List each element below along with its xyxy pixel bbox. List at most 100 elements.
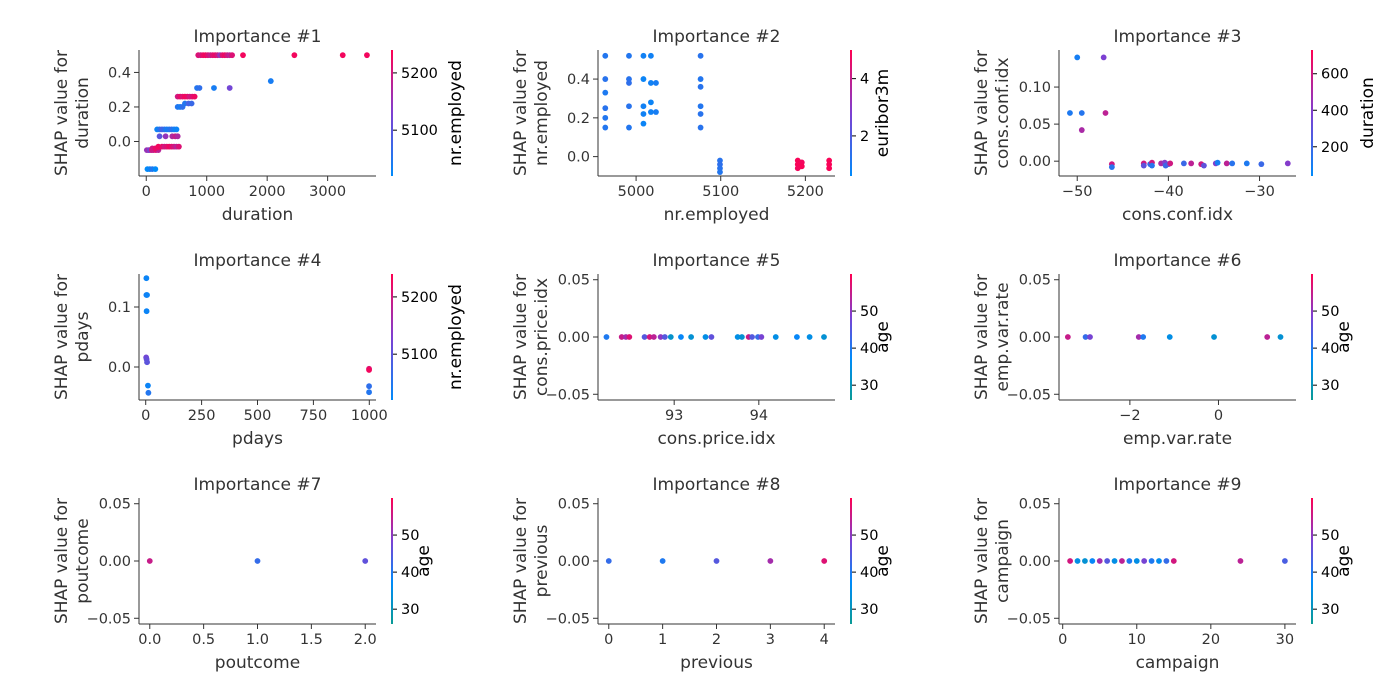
colorbar-label: age — [1334, 321, 1354, 353]
scatter-point — [226, 85, 233, 91]
y-tick-label: 0.05 — [99, 497, 131, 513]
colorbar — [850, 498, 852, 624]
x-tick-label: 1 — [658, 632, 667, 648]
scatter-point — [626, 52, 632, 59]
scatter-point — [772, 334, 779, 340]
scatter-point — [188, 100, 195, 107]
scatter-points — [605, 558, 828, 564]
scatter-point — [806, 334, 813, 340]
scatter-point — [1111, 558, 1118, 564]
scatter-point — [1163, 558, 1170, 564]
scatter-point — [1078, 127, 1085, 133]
y-tick-label: 0.2 — [567, 111, 590, 127]
scatter-point — [648, 99, 654, 106]
scatter-point — [697, 103, 704, 110]
x-tick-label: 2000 — [249, 184, 286, 200]
scatter-point — [826, 165, 833, 172]
colorbar-label: duration — [1358, 77, 1378, 149]
y-tick-label: 0.2 — [108, 100, 131, 116]
x-tick-label: 4 — [820, 632, 829, 648]
y-tick-label: 0.4 — [567, 72, 590, 88]
scatter-point — [1104, 558, 1111, 564]
scatter-point — [653, 109, 659, 115]
scatter-point — [1167, 160, 1174, 167]
y-axis-label: SHAP value foremp.var.rate — [972, 274, 1013, 400]
colorbar-tick-label: 40 — [860, 565, 878, 581]
colorbar-tick-label: 5100 — [401, 123, 438, 139]
y-tick-label: 0.05 — [558, 497, 590, 513]
scatter-point — [1133, 558, 1140, 564]
colorbar-label: nr.employed — [446, 60, 466, 166]
scatter-points — [146, 558, 369, 564]
y-axis-label: SHAP value forcons.conf.idx — [972, 50, 1013, 176]
scatter-point — [173, 126, 180, 133]
scatter-point — [758, 334, 765, 340]
colorbar-label: age — [873, 545, 893, 577]
x-tick-label: 0.0 — [138, 632, 161, 648]
scatter-point — [1067, 558, 1074, 564]
colorbar-tick-label: 50 — [860, 304, 878, 320]
y-axis-label: SHAP value forpoutcome — [52, 498, 93, 624]
x-tick-label: 750 — [300, 408, 328, 424]
y-tick-label: 0.00 — [558, 330, 590, 346]
x-tick-label: 3000 — [309, 184, 346, 200]
x-tick-label: 1.0 — [246, 632, 269, 648]
scatter-point — [667, 334, 674, 340]
x-tick-label: 0 — [1214, 408, 1223, 424]
x-axis-label: poutcome — [215, 653, 300, 673]
y-tick-label: 0.1 — [108, 300, 131, 316]
scatter-point — [364, 52, 370, 59]
scatter-points — [603, 334, 827, 340]
scatter-point — [366, 367, 372, 373]
plot-title: Importance #1 — [194, 27, 322, 47]
scatter-point — [1223, 160, 1230, 167]
x-axis-label: duration — [222, 205, 294, 225]
scatter-point — [626, 124, 632, 131]
scatter-point — [1243, 160, 1250, 167]
scatter-point — [156, 133, 163, 140]
scatter-point — [641, 334, 648, 340]
scatter-point — [640, 76, 647, 82]
y-axis-label: SHAP value fornr.employed — [511, 50, 552, 176]
subplot-8: Importance #8 0 1 2 3 4 −0.05 0.00 0.05 previous S… — [511, 475, 893, 673]
colorbar-tick-label: 40 — [1321, 341, 1339, 357]
scatter-point — [626, 80, 632, 86]
scatter-point — [749, 334, 755, 340]
subplot-6: Importance #6 −2 0 −0.05 0.00 0.05 emp.var.rat… — [972, 251, 1354, 449]
scatter-point — [1264, 334, 1271, 340]
colorbar-tick-label: 30 — [1321, 602, 1339, 618]
scatter-point — [1082, 334, 1089, 340]
scatter-point — [688, 334, 695, 340]
plot-title: Importance #9 — [1114, 475, 1242, 495]
scatter-point — [646, 334, 653, 340]
colorbar-tick-label: 40 — [1321, 565, 1339, 581]
x-tick-label: 93 — [665, 408, 683, 424]
x-tick-label: 0 — [141, 408, 150, 424]
x-axis-label: cons.conf.idx — [1122, 205, 1233, 225]
scatter-point — [1074, 558, 1081, 564]
y-tick-label: 0.0 — [567, 150, 590, 166]
scatter-point — [1140, 162, 1147, 169]
x-tick-label: −2 — [1119, 408, 1140, 424]
scatter-point — [697, 111, 704, 117]
scatter-point — [602, 89, 609, 96]
scatter-point — [657, 334, 664, 340]
scatter-point — [697, 83, 704, 90]
scatter-point — [143, 275, 150, 282]
colorbar — [850, 274, 852, 400]
y-tick-label: 0.00 — [99, 554, 131, 570]
scatter-point — [1229, 160, 1236, 167]
scatter-point — [254, 558, 261, 564]
colorbar-label: nr.employed — [446, 284, 466, 390]
scatter-point — [1096, 558, 1103, 564]
colorbar — [850, 50, 852, 176]
scatter-point — [1170, 558, 1177, 564]
scatter-point — [1180, 160, 1187, 167]
plot-title: Importance #3 — [1114, 27, 1242, 47]
colorbar-tick-label: 30 — [860, 602, 878, 618]
colorbar-tick-label: 50 — [401, 528, 419, 544]
scatter-point — [1108, 164, 1115, 171]
scatter-point — [794, 334, 800, 340]
y-axis-label: SHAP value forcons.price.idx — [511, 274, 552, 400]
x-tick-label: 500 — [244, 408, 272, 424]
